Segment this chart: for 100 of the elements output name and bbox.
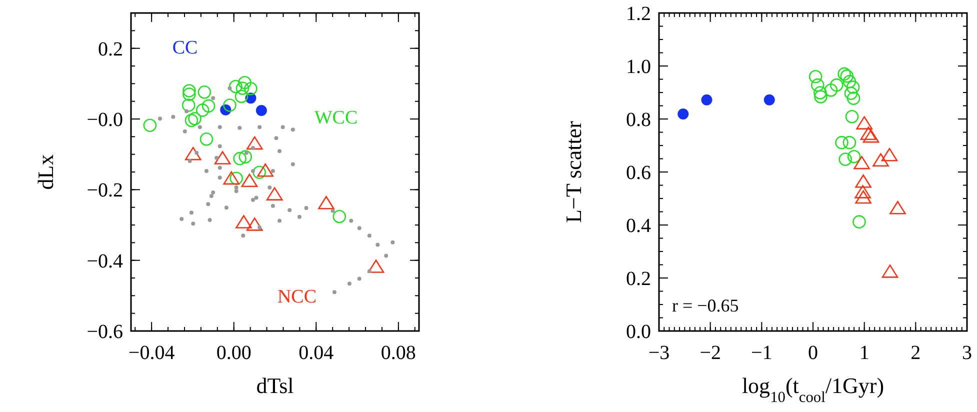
point: [224, 206, 228, 210]
point: [808, 70, 822, 84]
x-tick-label: 0.00: [216, 342, 252, 364]
point: [257, 163, 274, 177]
point: [184, 109, 189, 114]
x-tick-label: 2: [910, 342, 921, 364]
point: [182, 84, 196, 98]
point: [241, 174, 258, 188]
point: [182, 129, 187, 134]
y-tick-label: 1.0: [626, 56, 651, 78]
point: [318, 196, 334, 210]
point: [278, 218, 282, 223]
point: [357, 226, 362, 230]
point: [368, 260, 384, 273]
point: [198, 125, 202, 130]
point: [200, 132, 214, 146]
point: [241, 234, 246, 238]
point: [258, 125, 262, 130]
point: [204, 168, 208, 173]
point: [188, 159, 192, 164]
point: [171, 114, 176, 119]
point: [198, 85, 212, 99]
point: [180, 216, 184, 221]
point: [856, 116, 872, 130]
point: [846, 92, 860, 105]
point: [209, 194, 214, 198]
y-tick-label: −0.0: [86, 109, 123, 131]
point: [244, 150, 248, 155]
point: [191, 222, 196, 226]
point: [845, 110, 859, 124]
point: [290, 162, 295, 166]
point: [234, 90, 248, 104]
point: [270, 168, 275, 173]
point: [881, 148, 898, 162]
point: [208, 218, 212, 222]
point: [376, 242, 380, 247]
point: [258, 225, 262, 230]
point: [367, 234, 372, 238]
point: [860, 126, 877, 140]
point: [246, 218, 263, 231]
y-tick-label: 0.6: [626, 162, 651, 184]
point: [196, 104, 210, 117]
point: [228, 86, 232, 90]
point: [218, 176, 222, 180]
x-axis-title: log$_{10}$(t$_{cool}$/1Gyr): [742, 373, 884, 406]
point: [844, 86, 858, 100]
point: [268, 186, 272, 190]
x-tick-label: 0: [808, 342, 818, 364]
point: [347, 282, 352, 286]
point: [184, 146, 202, 160]
point: [236, 215, 252, 228]
point: [847, 150, 861, 164]
point: [297, 214, 302, 219]
point: [182, 98, 196, 112]
point: [814, 86, 827, 100]
point: [332, 210, 346, 224]
point: [234, 186, 238, 190]
point: [223, 98, 236, 112]
point: [233, 152, 246, 166]
point: [835, 136, 848, 150]
point: [254, 196, 258, 200]
point: [846, 80, 860, 94]
point: [256, 105, 267, 116]
y-tick-label: 0.2: [98, 38, 123, 60]
point: [357, 276, 362, 281]
point: [349, 218, 354, 223]
y-tick-label: 0.8: [626, 109, 651, 131]
point: [211, 190, 216, 194]
point: [218, 144, 222, 148]
point: [274, 136, 278, 140]
y-tick-label: −0.2: [86, 180, 123, 202]
point: [854, 185, 871, 198]
point: [250, 198, 255, 202]
point: [332, 290, 336, 294]
point: [855, 190, 872, 204]
point: [855, 174, 872, 188]
point: [384, 254, 388, 258]
x-axis-title: dTsl: [256, 373, 294, 398]
point: [278, 149, 282, 154]
point: [862, 129, 880, 143]
point: [211, 96, 216, 100]
point: [188, 112, 202, 126]
y-axis-title: L−T scatter: [561, 120, 586, 223]
point: [288, 208, 292, 212]
x-tick-label: −0.04: [128, 342, 175, 364]
point: [266, 187, 283, 200]
point: [842, 74, 856, 88]
annotation: r = −0.65: [672, 295, 739, 316]
point: [214, 156, 219, 160]
point: [701, 94, 712, 106]
point: [189, 210, 194, 215]
point: [838, 67, 851, 81]
point: [143, 118, 157, 132]
point: [238, 76, 252, 90]
point: [218, 125, 222, 130]
x-tick-label: 0.08: [380, 342, 416, 364]
point: [206, 202, 210, 206]
x-tick-label: 3: [962, 342, 972, 364]
annotation: NCC: [277, 286, 317, 308]
point: [830, 78, 844, 92]
